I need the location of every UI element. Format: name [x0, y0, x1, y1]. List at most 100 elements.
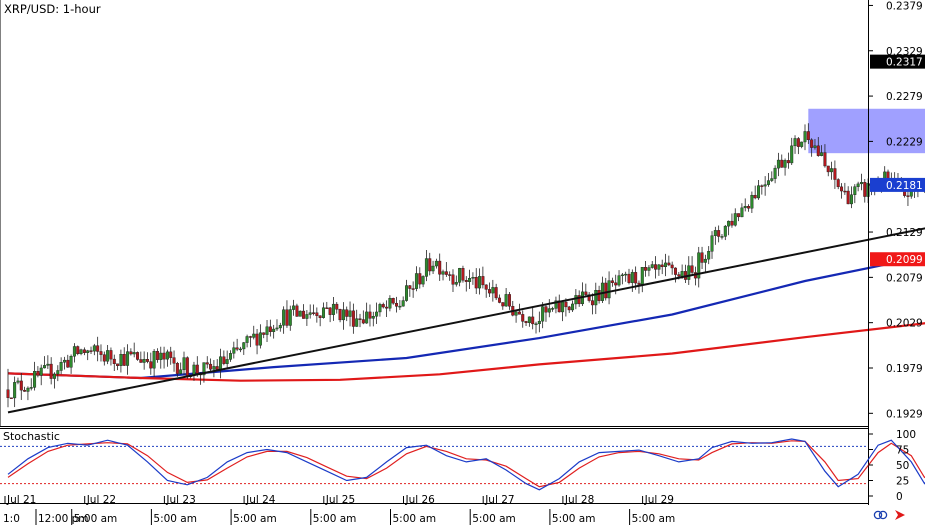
- date-label: Jul 25: [325, 494, 355, 506]
- candle-body: [371, 316, 375, 319]
- candle-body: [33, 370, 37, 388]
- candle-body: [295, 305, 299, 317]
- date-label: Jul 27: [484, 494, 514, 506]
- candle-body: [179, 369, 183, 374]
- candle-body: [378, 304, 382, 313]
- time-label: 5:00 am: [472, 513, 516, 525]
- candle-body: [165, 351, 169, 360]
- candle-body: [272, 328, 276, 332]
- candle-body: [571, 303, 575, 311]
- candle-body: [557, 300, 561, 313]
- candle-body: [212, 366, 216, 370]
- candle-body: [408, 285, 412, 289]
- candle-body: [544, 306, 548, 313]
- candle-body: [411, 288, 415, 290]
- time-label: 12:00 pm: [38, 513, 89, 525]
- candle-body: [810, 139, 814, 148]
- candle-body: [255, 333, 259, 346]
- candle-body: [109, 350, 113, 360]
- candle-body: [507, 294, 511, 307]
- candle-body: [730, 220, 734, 226]
- candle-body: [723, 225, 727, 237]
- candle-body: [242, 342, 246, 350]
- candle-body: [471, 277, 475, 279]
- time-axis[interactable]: Jul 21 Jul 22 Jul 23 Jul 24 Jul 25 Jul 26 Jul …: [3, 494, 675, 525]
- arrow-icon[interactable]: [895, 510, 905, 520]
- candle-body: [703, 258, 707, 263]
- candle-body: [707, 251, 711, 260]
- candle-body: [358, 318, 362, 320]
- price-panel[interactable]: 0.23490.3820.22830.5000.22630.6180.22430…: [6, 23, 925, 414]
- candle-body: [175, 363, 179, 374]
- candle-body: [647, 267, 651, 271]
- candle-body: [434, 260, 438, 267]
- candle-body: [122, 354, 126, 366]
- candle-body: [92, 345, 96, 352]
- candle-body: [547, 308, 551, 313]
- candle-body: [484, 284, 488, 290]
- candle-body: [531, 316, 535, 325]
- candle-body: [796, 138, 800, 147]
- candle-body: [96, 345, 100, 352]
- candle-body: [169, 351, 173, 358]
- time-label: 5:00 am: [393, 513, 437, 525]
- time-label: 5:00 am: [74, 513, 118, 525]
- candle-body: [604, 282, 608, 299]
- candle-body: [43, 365, 47, 369]
- candle-body: [524, 321, 528, 323]
- candle-body: [906, 195, 910, 197]
- date-label: Jul 24: [245, 494, 276, 506]
- candle-body: [773, 167, 777, 179]
- candle-body: [843, 190, 847, 193]
- candle-body: [574, 295, 578, 305]
- candle-body: [235, 347, 239, 350]
- candle-body: [381, 304, 385, 308]
- moving-averages: [7, 255, 925, 382]
- candle-body: [136, 352, 140, 360]
- candle-body: [713, 230, 717, 236]
- candle-body: [823, 152, 827, 167]
- candle-body: [521, 314, 525, 322]
- candle-body: [265, 326, 269, 335]
- candle-body: [232, 347, 236, 354]
- candle-body: [733, 213, 737, 226]
- date-label: Jul 21: [6, 494, 36, 506]
- candle-body: [302, 310, 306, 319]
- candle-body: [36, 370, 40, 376]
- candle-body: [335, 303, 339, 310]
- candle-body: [833, 168, 837, 180]
- candle-body: [16, 380, 20, 383]
- candle-body: [644, 267, 648, 271]
- candle-body: [567, 306, 571, 311]
- title-background: [1, 1, 95, 16]
- candle-body: [142, 359, 146, 363]
- candle-body: [667, 262, 671, 266]
- stochastic-panel[interactable]: [0, 438, 925, 491]
- candle-body: [215, 366, 219, 370]
- candle-body: [501, 302, 505, 307]
- candle-body: [162, 352, 166, 360]
- candle-body: [149, 361, 153, 369]
- candle-body: [56, 370, 60, 375]
- candle-body: [514, 311, 518, 316]
- price-tag-label: 0.2317: [886, 57, 923, 69]
- candle-body: [248, 336, 252, 338]
- candle-body: [587, 294, 591, 301]
- candle-body: [315, 312, 319, 316]
- candle-body: [630, 272, 634, 283]
- candle-body: [664, 262, 668, 268]
- price-tick-label: 0.2229: [886, 136, 923, 148]
- candle-body: [39, 367, 43, 376]
- candle-body: [308, 312, 312, 315]
- candle-body: [29, 387, 33, 389]
- candle-body: [600, 282, 604, 301]
- time-label: 5:00 am: [233, 513, 277, 525]
- price-tag: [870, 177, 925, 192]
- sync-icon[interactable]: [873, 510, 888, 520]
- candle-body: [431, 265, 435, 272]
- price-axis[interactable]: 0.23790.23290.22790.22290.21810.21290.20…: [868, 0, 925, 420]
- stochastic-axis: 100 75 50 25 0: [868, 429, 916, 503]
- candle-body: [448, 274, 452, 276]
- price-tick-label: 0.1929: [886, 408, 923, 420]
